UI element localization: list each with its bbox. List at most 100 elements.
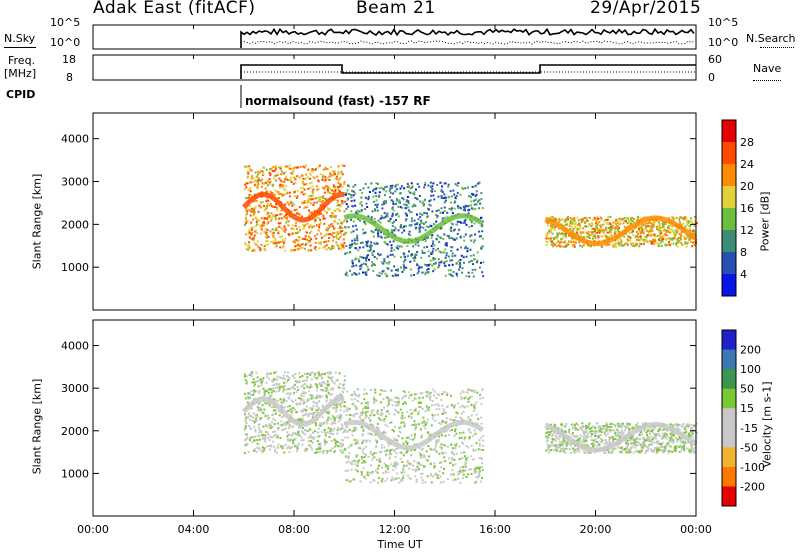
data-cell — [351, 434, 354, 437]
data-cell — [291, 434, 293, 437]
data-cell — [326, 451, 328, 454]
data-cell — [656, 235, 659, 237]
data-cell — [552, 227, 555, 230]
data-cell — [548, 230, 551, 233]
data-cell — [637, 232, 639, 235]
data-cell — [408, 477, 411, 479]
data-cell — [338, 416, 341, 419]
data-cell — [334, 220, 337, 223]
data-cell — [358, 260, 361, 263]
data-cell — [547, 448, 550, 450]
data-cell — [464, 465, 467, 468]
data-cell — [367, 432, 370, 435]
data-cell — [335, 403, 338, 405]
data-cell — [354, 224, 357, 227]
data-cell — [656, 226, 659, 229]
data-cell — [579, 231, 582, 234]
data-cell — [387, 220, 390, 222]
data-cell — [643, 235, 646, 238]
data-cell — [338, 386, 341, 389]
data-cell — [549, 237, 552, 240]
data-cell — [611, 448, 613, 451]
data-cell — [368, 258, 370, 261]
data-cell — [374, 469, 377, 472]
data-cell — [337, 165, 340, 168]
data-cell — [416, 183, 419, 186]
data-cell — [618, 224, 621, 227]
data-cell — [263, 221, 265, 224]
data-cell — [268, 388, 271, 391]
data-cell — [362, 262, 365, 265]
data-cell — [400, 416, 403, 419]
data-cell — [330, 166, 332, 168]
data-cell — [595, 219, 598, 222]
data-cell — [441, 412, 444, 415]
data-cell — [289, 392, 292, 395]
data-cell — [550, 241, 553, 243]
data-cell — [462, 473, 465, 476]
data-cell — [402, 469, 405, 472]
data-cell — [378, 464, 381, 467]
data-cell — [676, 230, 679, 232]
data-cell — [274, 448, 277, 451]
data-cell — [377, 427, 380, 429]
data-cell — [360, 473, 363, 476]
data-cell — [445, 417, 448, 420]
data-cell — [647, 230, 650, 233]
data-cell — [679, 216, 681, 219]
data-cell — [403, 255, 406, 258]
data-cell — [469, 389, 471, 392]
data-cell — [444, 444, 447, 447]
data-cell — [555, 235, 558, 238]
data-cell — [265, 381, 268, 384]
data-cell — [265, 445, 268, 448]
data-cell — [326, 411, 328, 414]
data-cell — [653, 240, 656, 243]
data-cell — [265, 206, 267, 209]
data-cell — [440, 207, 443, 210]
data-cell — [324, 372, 327, 375]
data-cell — [608, 442, 611, 444]
data-cell — [400, 185, 403, 188]
data-cell — [309, 186, 311, 189]
data-cell — [616, 422, 619, 425]
data-cell — [602, 231, 605, 234]
data-cell — [360, 210, 363, 213]
data-cell — [305, 400, 308, 403]
data-cell — [262, 395, 265, 398]
data-cell — [666, 443, 669, 446]
data-cell — [555, 237, 558, 240]
data-cell — [462, 391, 465, 394]
data-cell — [689, 225, 692, 228]
data-cell — [395, 183, 398, 186]
data-cell — [440, 399, 443, 401]
data-cell — [244, 379, 247, 382]
data-cell — [260, 380, 263, 383]
data-cell — [404, 423, 407, 426]
data-cell — [260, 185, 263, 188]
data-cell — [475, 193, 478, 196]
data-cell — [250, 227, 253, 230]
data-cell — [482, 449, 484, 451]
data-cell — [650, 233, 653, 236]
data-cell — [370, 472, 373, 475]
data-cell — [658, 231, 661, 234]
data-cell — [289, 233, 292, 236]
data-cell — [326, 431, 329, 434]
data-cell — [279, 377, 282, 380]
data-cell — [603, 220, 606, 223]
data-cell — [434, 414, 437, 417]
data-cell — [277, 427, 280, 429]
data-cell — [348, 246, 351, 249]
data-cell — [376, 411, 378, 414]
data-cell — [570, 222, 573, 225]
data-cell — [434, 262, 437, 265]
data-cell — [385, 471, 387, 474]
data-cell — [296, 381, 299, 384]
data-cell — [585, 236, 588, 239]
data-cell — [247, 172, 250, 175]
data-cell — [349, 462, 352, 465]
data-cell — [641, 229, 644, 232]
data-cell — [593, 425, 596, 428]
data-cell — [682, 222, 685, 225]
